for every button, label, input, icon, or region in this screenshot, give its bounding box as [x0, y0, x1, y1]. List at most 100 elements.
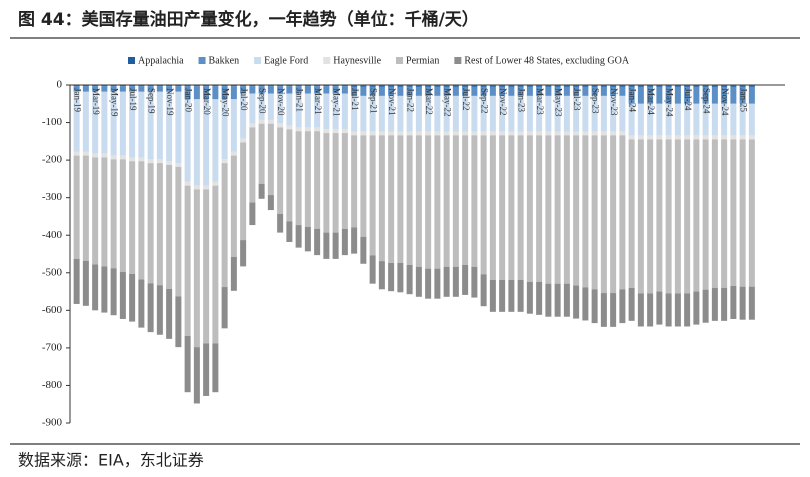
bar-segment [554, 95, 561, 132]
x-tick-label: Sep-19 [147, 88, 157, 114]
x-tick-label: May-22 [443, 88, 453, 117]
x-tick-label: Jul-22 [461, 88, 471, 111]
bar-segment [212, 86, 219, 100]
bar-segment [332, 129, 339, 134]
bar-segment [748, 103, 755, 136]
bar-segment [628, 139, 635, 288]
bar-segment [647, 86, 654, 104]
bar-segment [517, 86, 524, 96]
bar-segment [212, 185, 219, 344]
bar-segment [119, 272, 126, 319]
bar-segment [471, 131, 478, 136]
bar-segment [554, 283, 561, 317]
x-tick-label: Jan-22 [406, 88, 416, 112]
bar-segment [711, 103, 718, 136]
bar-segment [563, 131, 570, 136]
bar-segment [138, 279, 145, 328]
y-tick-label: -400 [42, 229, 63, 241]
bar-segment [267, 85, 274, 87]
bar-segment [573, 85, 580, 87]
bar-segment [619, 86, 626, 96]
bar-segment [119, 91, 126, 156]
bar-segment [693, 139, 700, 292]
bar-segment [240, 86, 247, 94]
bar-segment [721, 85, 728, 87]
bar-segment [323, 85, 330, 87]
bar-segment [702, 135, 709, 140]
bar-segment [628, 287, 635, 321]
bar-segment [360, 86, 367, 96]
x-tick-label: Nov-23 [609, 88, 619, 116]
bar-segment [101, 157, 108, 267]
bar-segment [656, 139, 663, 292]
bar-segment [462, 95, 469, 132]
bar-segment [82, 91, 89, 152]
bar-segment [147, 159, 154, 164]
bar-segment [360, 135, 367, 237]
bar-segment [341, 85, 348, 87]
bar-segment [471, 85, 478, 87]
bar-segment [610, 95, 617, 132]
bar-segment [499, 86, 506, 96]
bar-segment [711, 139, 718, 288]
bar-segment [739, 286, 746, 320]
bar-segment [360, 236, 367, 264]
bar-segment [351, 86, 358, 96]
x-tick-label: Jan-20 [184, 88, 194, 112]
bar-segment [397, 86, 404, 96]
bar-segment [249, 93, 256, 124]
bar-segment [240, 240, 247, 267]
bar-segment [471, 86, 478, 96]
bar-segment [388, 95, 395, 132]
bar-segment [129, 91, 136, 158]
bar-segment [101, 85, 108, 87]
bar-segment [517, 131, 524, 136]
bar-segment [415, 266, 422, 297]
bar-segment [156, 163, 163, 286]
bar-segment [563, 95, 570, 132]
bar-segment [184, 85, 191, 87]
bar-segment [748, 86, 755, 104]
bar-segment [489, 131, 496, 136]
bar-segment [619, 95, 626, 132]
bar-segment [434, 95, 441, 132]
bar-segment [323, 133, 330, 233]
bar-segment [406, 85, 413, 87]
bar-segment [314, 127, 321, 132]
bar-segment [351, 95, 358, 132]
x-tick-label: Jan-19 [73, 88, 83, 112]
bar-segment [304, 93, 311, 128]
bar-segment [610, 85, 617, 87]
bar-segment [82, 155, 89, 261]
bar-segment [656, 86, 663, 104]
bar-segment [295, 85, 302, 87]
bar-segment [277, 86, 284, 94]
bar-segment [156, 159, 163, 164]
bar-segment [240, 85, 247, 87]
bar-segment [600, 131, 607, 136]
x-tick-label: Mar-22 [424, 88, 434, 115]
bar-segment [184, 99, 191, 182]
bar-segment [119, 159, 126, 273]
bar-segment [665, 135, 672, 140]
bar-segment [536, 135, 543, 282]
bar-segment [748, 135, 755, 140]
bar-segment [526, 281, 533, 314]
bar-segment [434, 268, 441, 299]
bar-segment [332, 85, 339, 87]
bar-segment [508, 131, 515, 136]
bar-segment [471, 95, 478, 132]
bar-segment [397, 263, 404, 293]
bar-segment [480, 274, 487, 307]
bar-segment [739, 103, 746, 136]
bar-segment [545, 95, 552, 132]
bar-segment [647, 103, 654, 136]
bar-segment [684, 85, 691, 87]
bar-segment [166, 288, 173, 339]
bar-segment [406, 135, 413, 265]
bar-segment [415, 131, 422, 136]
bar-segment [351, 227, 358, 254]
x-tick-label: Nov-22 [498, 88, 508, 116]
bar-segment [619, 85, 626, 87]
bar-segment [415, 135, 422, 267]
